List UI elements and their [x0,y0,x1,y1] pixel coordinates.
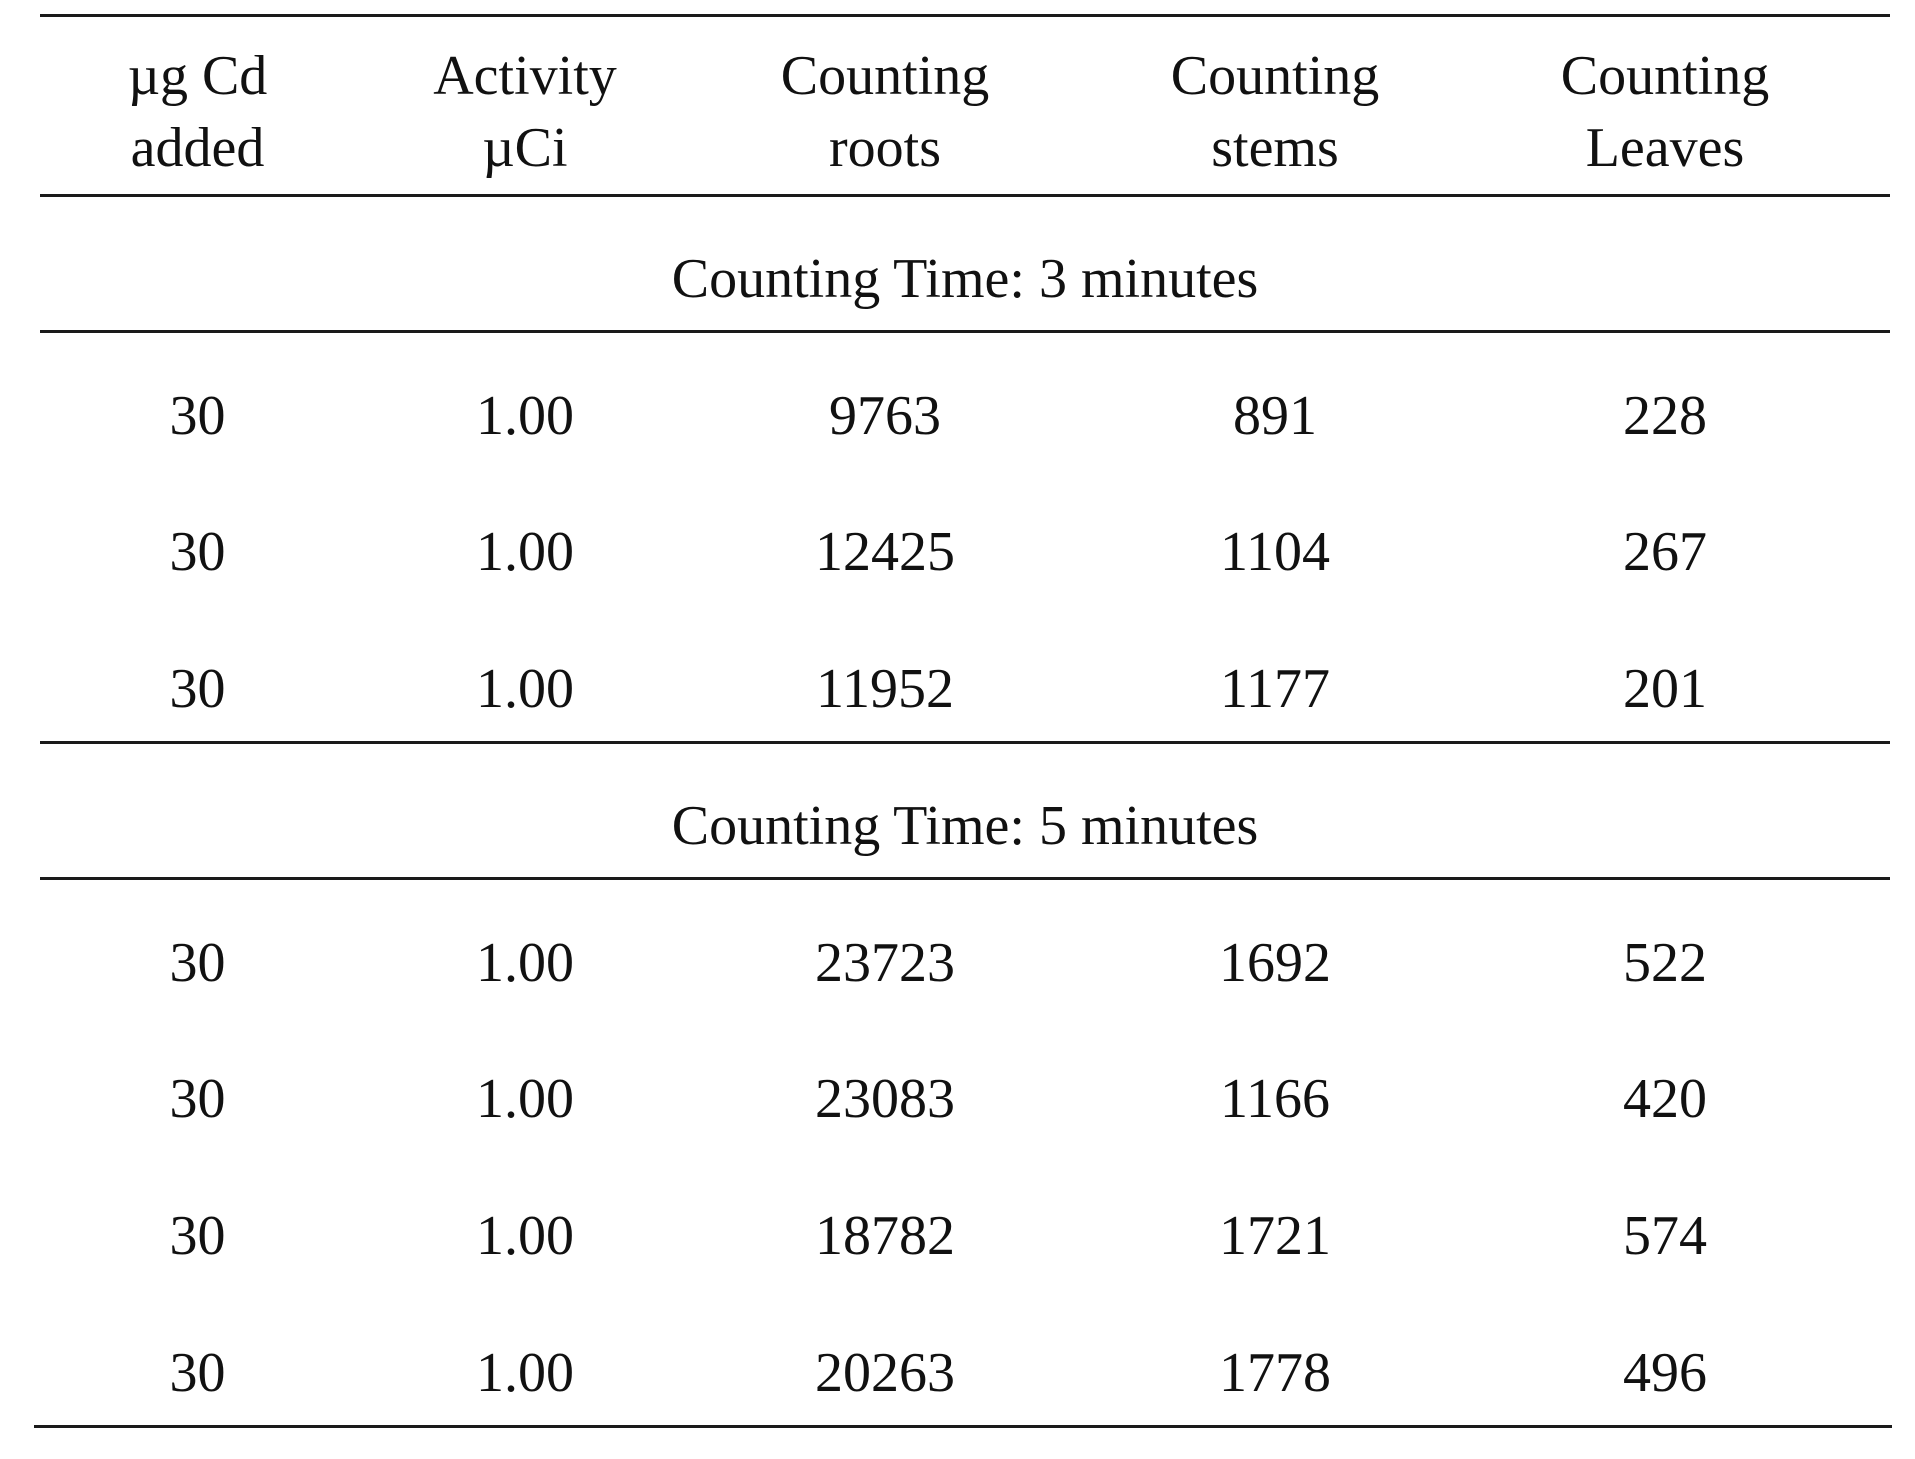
cell-activity: 1.00 [476,521,574,583]
header-counting-leaves: Counting Leaves [1475,40,1855,184]
cell-roots: 11952 [816,658,954,720]
cell-cd: 30 [169,658,226,720]
section-2-top-rule [40,741,1890,744]
cell-leaves: 574 [1623,1205,1707,1267]
header-cd-added-line2: added [130,117,265,179]
header-counting-stems-line2: stems [1211,117,1339,179]
header-cd-added: µg Cd added [40,40,355,184]
cell-roots: 23723 [815,932,955,994]
cell-cd: 30 [169,1342,226,1404]
cell-activity: 1.00 [476,1342,574,1404]
cell-leaves: 267 [1623,521,1707,583]
cell-cd: 30 [169,521,226,583]
cell-cd: 30 [169,932,226,994]
table-top-rule [40,14,1890,17]
header-counting-stems-line1: Counting [1170,45,1380,107]
cell-activity: 1.00 [476,385,574,447]
header-counting-leaves-line1: Counting [1560,45,1770,107]
cell-roots: 20263 [815,1342,955,1404]
header-counting-leaves-line2: Leaves [1585,117,1745,179]
section-title-5-minutes: Counting Time: 5 minutes [671,795,1259,857]
cell-stems: 1177 [1220,658,1330,720]
cell-cd: 30 [169,385,226,447]
cell-activity: 1.00 [476,932,574,994]
header-counting-roots: Counting roots [695,40,1075,184]
cell-activity: 1.00 [476,1205,574,1267]
header-counting-roots-line1: Counting [780,45,990,107]
header-activity-line2: µCi [482,117,568,179]
cell-roots: 12425 [815,521,955,583]
cell-stems: 1721 [1219,1205,1331,1267]
cell-leaves: 201 [1623,658,1707,720]
cell-cd: 30 [169,1205,226,1267]
cell-stems: 891 [1233,385,1317,447]
header-counting-stems: Counting stems [1075,40,1475,184]
section-title-3-minutes: Counting Time: 3 minutes [671,248,1259,310]
cell-stems: 1778 [1219,1342,1331,1404]
cell-roots: 9763 [829,385,941,447]
header-rule [40,194,1890,197]
cell-activity: 1.00 [476,1068,574,1130]
cell-stems: 1104 [1220,521,1330,583]
cell-roots: 23083 [815,1068,955,1130]
section-2-rule [40,877,1890,880]
section-1-rule [40,330,1890,333]
header-counting-roots-line2: roots [829,117,941,179]
cell-leaves: 420 [1623,1068,1707,1130]
cell-stems: 1166 [1220,1068,1330,1130]
cell-leaves: 496 [1623,1342,1707,1404]
table-bottom-rule [34,1425,1892,1428]
cell-cd: 30 [169,1068,226,1130]
cell-activity: 1.00 [476,658,574,720]
cell-leaves: 522 [1623,932,1707,994]
header-activity-line1: Activity [433,45,617,107]
header-activity: Activity µCi [355,40,695,184]
cell-roots: 18782 [815,1205,955,1267]
cell-leaves: 228 [1623,385,1707,447]
cell-stems: 1692 [1219,932,1331,994]
header-cd-added-line1: µg Cd [127,45,268,107]
